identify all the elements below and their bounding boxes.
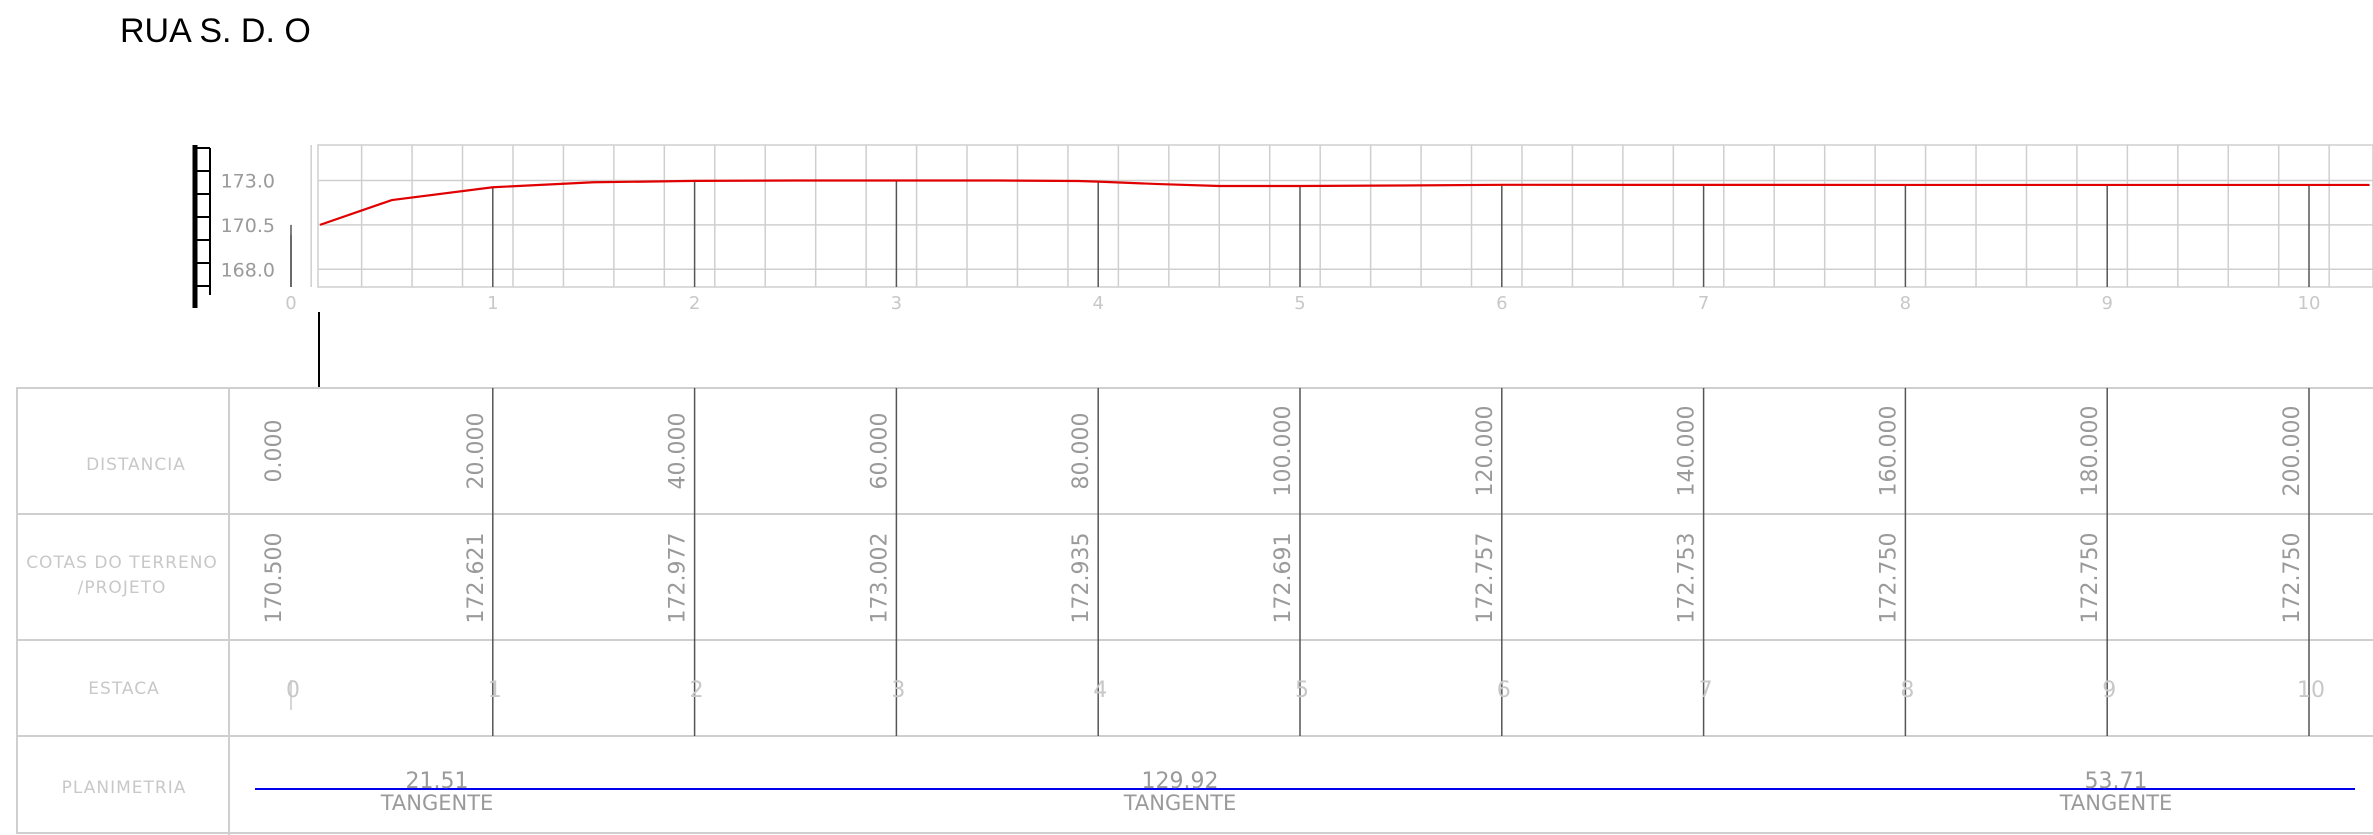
- x-tick-label: 7: [1698, 293, 1709, 314]
- segment-type: TANGENTE: [380, 791, 494, 815]
- distance-value: 100.000: [1271, 406, 1296, 497]
- elevation-value: 173.002: [867, 533, 892, 624]
- page-title: RUA S. D. O: [120, 12, 311, 50]
- x-axis-tick-labels: 0 1 2 3 4 5 6 7 8 9 10: [285, 293, 2320, 314]
- elevation-value: 170.500: [262, 533, 287, 624]
- station-value: 0: [286, 678, 300, 703]
- elevation-value: 172.750: [1876, 533, 1901, 624]
- station-value: 8: [1900, 678, 1914, 703]
- segment-length: 21.51: [406, 769, 469, 794]
- distance-value: 20.000: [464, 413, 489, 490]
- x-tick-label: 10: [2298, 293, 2321, 314]
- segment-type: TANGENTE: [1123, 791, 1237, 815]
- table-border: [16, 387, 2373, 834]
- profile-table: [16, 387, 2373, 835]
- distance-value: 120.000: [1473, 406, 1498, 497]
- elevation-value: 172.621: [464, 533, 489, 624]
- row-label-cotas-line1: COTAS DO TERRENO: [26, 553, 218, 573]
- profile-series: [319, 179, 2370, 226]
- x-tick-label: 6: [1496, 293, 1507, 314]
- distance-value: 40.000: [666, 413, 691, 490]
- elevation-values: 170.500 172.621 172.977 173.002 172.935 172.6…: [262, 533, 2305, 624]
- distance-value: 140.000: [1675, 406, 1700, 497]
- elevation-value: 172.691: [1271, 533, 1296, 624]
- row-label-cotas-line2: /PROJETO: [78, 578, 167, 598]
- row-label-distancia: DISTANCIA: [86, 455, 186, 475]
- station-values: 0 1 2 3 4 5 6 7 8 9 10: [286, 678, 2325, 703]
- distance-value: 160.000: [1876, 406, 1901, 497]
- elevation-value: 172.757: [1473, 533, 1498, 624]
- x-tick-label: 0: [285, 293, 296, 314]
- distance-value: 0.000: [262, 420, 287, 483]
- row-label-estaca: ESTACA: [88, 679, 159, 699]
- station-value: 2: [690, 678, 704, 703]
- profile-frame: [317, 144, 2373, 288]
- elevation-value: 172.753: [1675, 533, 1700, 624]
- x-tick-label: 3: [891, 293, 902, 314]
- station-value: 5: [1295, 678, 1309, 703]
- elevation-value: 172.977: [666, 533, 691, 624]
- distance-value: 60.000: [867, 413, 892, 490]
- vertical-scale-bar: [192, 145, 320, 388]
- x-tick-label: 5: [1294, 293, 1305, 314]
- y-axis-tick-labels: 173.0 170.5 168.0: [221, 171, 275, 282]
- station-value: 1: [488, 678, 502, 703]
- elevation-value: 172.750: [2078, 533, 2103, 624]
- profile-grid: [290, 144, 2373, 288]
- y-tick-label: 173.0: [221, 171, 275, 193]
- station-value: 3: [891, 678, 905, 703]
- x-tick-label: 8: [1900, 293, 1911, 314]
- segment-type: TANGENTE: [2059, 791, 2173, 815]
- station-value: 9: [2102, 678, 2116, 703]
- distance-value: 200.000: [2280, 406, 2305, 497]
- distance-values: 0.000 20.000 40.000 60.000 80.000 100.000 120.…: [262, 406, 2305, 497]
- station-value: 6: [1497, 678, 1511, 703]
- segment-length: 53.71: [2085, 769, 2148, 794]
- y-tick-label: 170.5: [221, 215, 275, 237]
- distance-value: 180.000: [2078, 406, 2103, 497]
- x-tick-label: 4: [1092, 293, 1103, 314]
- row-label-planimetria: PLANIMETRIA: [62, 778, 187, 798]
- elevation-value: 172.750: [2280, 533, 2305, 624]
- y-tick-label: 168.0: [221, 259, 275, 281]
- x-tick-label: 1: [487, 293, 498, 314]
- station-value: 4: [1093, 678, 1107, 703]
- segment-length: 129.92: [1142, 769, 1219, 794]
- distance-value: 80.000: [1069, 413, 1094, 490]
- x-tick-label: 9: [2101, 293, 2112, 314]
- elevation-value: 172.935: [1069, 533, 1094, 624]
- profile-line: [319, 179, 2370, 226]
- station-value: 7: [1699, 678, 1713, 703]
- station-value: 10: [2297, 678, 2325, 703]
- x-tick-label: 2: [689, 293, 700, 314]
